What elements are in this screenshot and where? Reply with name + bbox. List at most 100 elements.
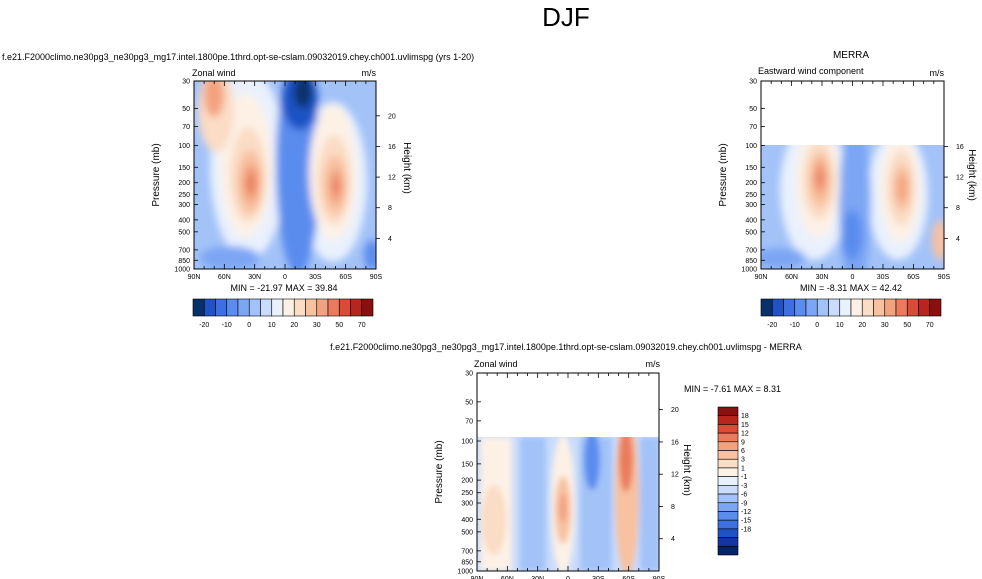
colorbar-box [717,441,739,451]
model-stats: MIN = -21.97 MAX = 39.84 [230,283,337,293]
x-tick-label: 0 [851,274,855,281]
x-tick-label: 90N [188,274,201,281]
x-tick-label: 30S [592,576,605,579]
model-colorbar: -20 -10 0 10 20 30 50 70 [192,298,374,329]
colorbar-box [717,476,739,486]
colorbar-label: -12 [741,509,751,516]
diff-x-axis: 90N 60N 30N 0 30S 60S 90S [471,373,666,579]
colorbar-box [816,298,829,317]
merra-easterly-low [842,210,862,260]
x-tick-label: 60S [339,274,352,281]
y-tick-label: 400 [461,517,473,524]
colorbar-box [260,298,273,317]
merra-field [761,145,944,269]
colorbar-box [361,298,374,317]
colorbar-box [717,450,739,460]
y-tick-label: 300 [461,501,473,508]
y-tick-label: 1000 [741,267,757,274]
colorbar-label: 20 [290,322,298,329]
diff-panel: f.e21.F2000climo.ne30pg3_ne30pg3_mg17.in… [330,342,802,579]
y-right-tick-label: 4 [956,236,960,243]
colorbar-box [717,424,739,434]
y-right-tick-label: 12 [671,472,679,479]
colorbar-label: 10 [836,322,844,329]
colorbar-label: -10 [790,322,800,329]
model-title: f.e21.F2000climo.ne30pg3_ne30pg3_mg17.in… [2,52,474,62]
y-right-tick-label: 20 [388,113,396,120]
model-x-axis: 90N 60N 30N 0 30S 60S 90S [188,81,383,281]
y-right-tick-label: 4 [388,236,392,243]
x-tick-label: 60S [622,576,635,579]
colorbar-label: 30 [313,322,321,329]
diff-ylabel: Pressure (mb) [434,440,445,503]
model-easterly-core [294,81,312,108]
y-tick-label: 200 [745,180,757,187]
colorbar-label: 0 [815,322,819,329]
diff-subtitle: Zonal wind [474,359,518,369]
y-tick-label: 700 [461,548,473,555]
y-tick-label: 150 [178,165,190,172]
y-tick-label: 100 [461,438,473,445]
x-tick-label: 90N [471,576,484,579]
colorbar-box [338,298,351,317]
model-units: m/s [362,68,377,78]
diff-y-axis: 30 50 70 100 150 200 250 300 400 500 700 850 1000 20 1… [457,371,678,576]
merra-pole-s [932,220,944,260]
colorbar-box [226,298,239,317]
colorbar-box [350,298,363,317]
x-tick-label: 90S [938,274,951,281]
diff-neg-sh-2 [584,437,600,490]
y-tick-label: 250 [178,192,190,199]
colorbar-label: 18 [741,413,749,420]
y-right-tick-label: 8 [388,205,392,212]
model-jet-n-5 [247,172,255,194]
colorbar-label: -18 [741,526,751,533]
colorbar-box [760,298,773,317]
y-tick-label: 500 [745,229,757,236]
colorbar-box [282,298,295,317]
colorbar-box [248,298,261,317]
colorbar-label: 1 [741,465,745,472]
colorbar-label: 12 [741,431,749,438]
y-tick-label: 500 [461,529,473,536]
x-tick-label: 90S [653,576,666,579]
merra-title: MERRA [833,50,869,61]
colorbar-label: -1 [741,474,747,481]
model-easterly-sfc [200,246,260,269]
y-tick-label: 700 [178,247,190,254]
diff-neg-pole [640,437,659,571]
y-tick-label: 500 [178,229,190,236]
merra-jet-n-5 [817,169,823,187]
diff-pos-eq-3 [559,493,567,523]
diff-title: f.e21.F2000climo.ne30pg3_ne30pg3_mg17.in… [330,342,802,352]
y-tick-label: 300 [178,202,190,209]
colorbar-label: 50 [903,322,911,329]
y-right-tick-label: 16 [956,144,964,151]
merra-x-axis: 90N 60N 30N 0 30S 60S 90S [755,81,951,281]
colorbar-box [717,415,739,425]
merra-jet-s-4 [897,174,907,202]
diff-pos-60s-2 [619,437,633,492]
y-tick-label: 150 [461,461,473,468]
colorbar-label: -20 [767,322,777,329]
colorbar-box [873,298,886,317]
model-subtitle: Zonal wind [192,68,236,78]
y-tick-label: 150 [745,165,757,172]
colorbar-box [850,298,863,317]
merra-easterly-sfc [761,248,806,268]
model-field [194,81,376,269]
colorbar-box [828,298,841,317]
y-tick-label: 700 [745,247,757,254]
y-right-tick-label: 12 [388,175,396,182]
colorbar-label: 0 [247,322,251,329]
colorbar-box [918,298,931,317]
colorbar-box [192,298,205,317]
y-tick-label: 50 [182,106,190,113]
y-tick-label: 30 [465,371,473,378]
diff-neg-30n [520,437,546,571]
model-panel: f.e21.F2000climo.ne30pg3_ne30pg3_mg17.in… [2,52,474,329]
colorbar-box [316,298,329,317]
y-tick-label: 70 [465,418,473,425]
y-tick-label: 50 [465,399,473,406]
y-tick-label: 300 [745,202,757,209]
